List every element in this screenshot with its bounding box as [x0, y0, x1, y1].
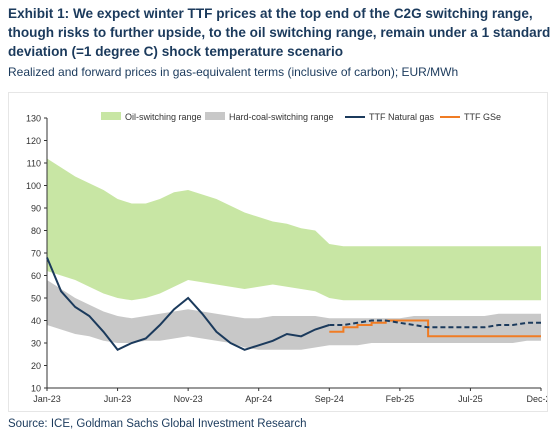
- chart-title: Exhibit 1: We expect winter TTF prices a…: [8, 6, 551, 59]
- x-tick-label: Jun-23: [104, 394, 132, 404]
- y-tick-label: 130: [26, 114, 41, 124]
- ttf-forward-line: [329, 319, 541, 329]
- ttf-gse-line: [329, 319, 541, 338]
- y-tick-label: 120: [26, 136, 41, 146]
- legend-label: TTF Natural gas: [369, 112, 435, 122]
- y-tick-label: 40: [31, 316, 41, 326]
- legend-label: Oil-switching range: [125, 112, 202, 122]
- y-tick-label: 50: [31, 294, 41, 304]
- coal-switching-band: [47, 280, 541, 350]
- legend-swatch: [205, 112, 225, 120]
- legend-swatch: [101, 112, 121, 120]
- x-tick-label: Jul-25: [458, 394, 483, 404]
- y-tick-label: 20: [31, 361, 41, 371]
- x-tick-label: Sep-24: [315, 394, 344, 404]
- y-tick-label: 70: [31, 249, 41, 259]
- x-tick-label: Apr-24: [245, 394, 272, 404]
- chart-panel: 10 20 30 40 50 60 70 80 90 100 110 120 130 Jan-23 Jun-…: [8, 92, 556, 412]
- y-tick-label: 30: [31, 339, 41, 349]
- y-tick-label: 100: [26, 181, 41, 191]
- source-note: Source: ICE, Goldman Sachs Global Invest…: [8, 418, 307, 430]
- x-tick-label: Dec-25: [526, 394, 547, 404]
- x-tick-label: Nov-23: [174, 394, 203, 404]
- oil-switching-band: [47, 158, 541, 301]
- legend-label: Hard-coal-switching range: [229, 112, 334, 122]
- y-tick-label: 80: [31, 226, 41, 236]
- chart-svg: 10 20 30 40 50 60 70 80 90 100 110 120 130 Jan-23 Jun-…: [26, 112, 556, 404]
- y-tick-label: 60: [31, 271, 41, 281]
- legend-label: TTF GSe: [464, 112, 501, 122]
- ttf-natural-gas-line: [46, 257, 330, 352]
- y-tick-label: 90: [31, 204, 41, 214]
- chart-subtitle: Realized and forward prices in gas-equiv…: [8, 65, 459, 79]
- y-tick-label: 110: [27, 159, 41, 169]
- y-tick-label: 10: [31, 384, 41, 394]
- x-tick-label: Jan-23: [33, 394, 61, 404]
- x-tick-label: Feb-25: [386, 394, 415, 404]
